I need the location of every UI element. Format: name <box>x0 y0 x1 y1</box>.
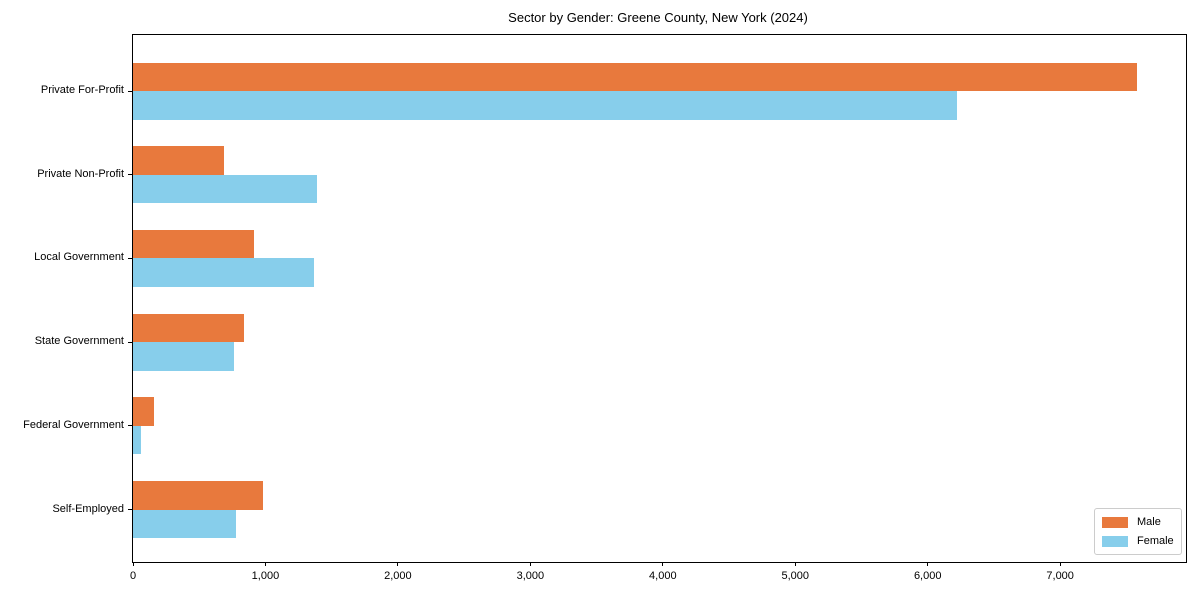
plot-area: Male Female 0 1,000 2,000 3,000 4,000 5,000 6,… <box>128 34 1187 582</box>
x-axis-label: 6,000 <box>913 570 942 582</box>
x-axis-tick <box>794 562 796 566</box>
y-axis-label: State Government <box>34 335 124 348</box>
legend-entry-male: Male <box>1102 516 1181 528</box>
x-axis-tick <box>927 562 929 566</box>
y-axis-tick <box>128 341 132 343</box>
chart-title: Sector by Gender: Greene County, New Yor… <box>508 10 808 25</box>
y-axis-label: Local Government <box>34 251 124 264</box>
x-axis-label: 2,000 <box>384 570 412 582</box>
x-axis-label: 7,000 <box>1046 570 1074 582</box>
bar-male-5 <box>133 481 264 510</box>
y-axis-tick <box>128 257 132 259</box>
x-axis-label: 3,000 <box>516 570 545 582</box>
x-axis-label: 1,000 <box>251 570 280 582</box>
bar-male-0 <box>133 62 1137 91</box>
bar-female-0 <box>133 91 957 120</box>
y-axis-label: Private For-Profit <box>40 84 124 96</box>
legend-swatch-female <box>1102 535 1128 547</box>
x-axis-tick <box>1059 562 1061 566</box>
y-axis-tick <box>128 90 132 92</box>
y-axis-labels: Private For-Profit Private Non-Profit Loca… <box>0 34 124 561</box>
legend-label-male: Male <box>1137 516 1161 528</box>
bar-female-1 <box>133 174 318 204</box>
y-axis-tick <box>128 509 132 510</box>
legend-entry-female: Female <box>1102 535 1181 547</box>
legend-swatch-male <box>1102 516 1128 528</box>
bar-male-4 <box>133 397 155 426</box>
y-axis-label: Federal Government <box>23 418 124 431</box>
bar-male-1 <box>133 146 225 175</box>
x-axis-tick <box>132 562 134 566</box>
bar-female-4 <box>133 425 141 455</box>
bar-male-2 <box>133 229 255 259</box>
y-axis-tick <box>128 425 132 427</box>
bar-female-5 <box>133 509 237 538</box>
bar-female-3 <box>133 342 234 371</box>
bar-male-3 <box>133 313 244 343</box>
x-axis-label: 5,000 <box>781 570 810 582</box>
y-axis-label: Private Non-Profit <box>37 167 124 180</box>
bar-female-2 <box>133 258 315 287</box>
x-axis-tick <box>397 562 399 566</box>
y-axis-label: Self-Employed <box>52 502 124 515</box>
legend: Male Female <box>1094 508 1182 555</box>
x-axis-tick <box>529 562 531 566</box>
x-axis-tick <box>662 562 664 566</box>
x-axis-tick <box>264 562 266 566</box>
x-axis-label: 0 <box>129 570 137 582</box>
x-axis-label: 4,000 <box>649 570 677 582</box>
legend-label-female: Female <box>1137 535 1174 547</box>
y-axis-tick <box>128 174 132 176</box>
